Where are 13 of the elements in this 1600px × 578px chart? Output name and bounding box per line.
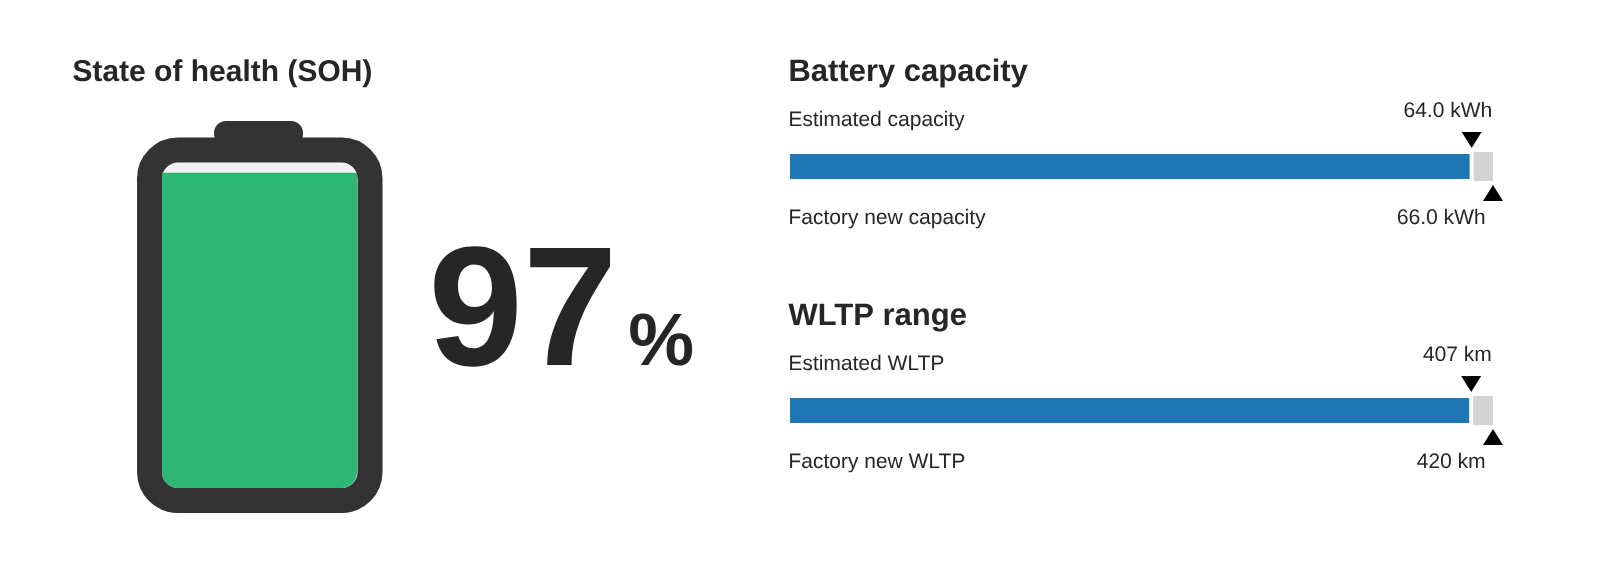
data-label: 66.0 kWh [1397,208,1485,225]
category-label: Factory new WLTP [790,453,965,473]
text: Battery capacity [790,58,1028,88]
data-label: 420 km [1417,452,1485,469]
text: WLTP range [788,303,966,332]
category-label: Estimated WLTP [790,354,944,371]
data-label: 64.0 kWh [1404,101,1491,118]
data-label: 97 [434,246,610,367]
text: % [630,313,693,366]
category-label: Factory new capacity [790,208,986,229]
text: State of health (SOH) [73,59,371,88]
category-label: Estimated capacity [790,110,965,131]
data-label: 407 km [1423,345,1491,362]
